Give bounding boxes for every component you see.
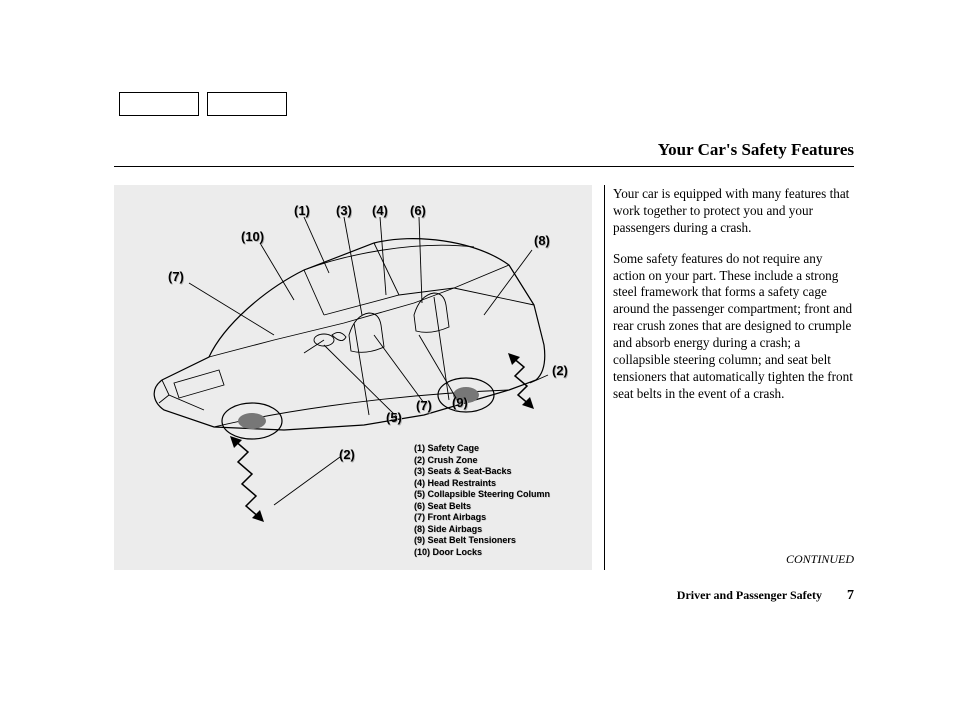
legend-item-3: (3) Seats & Seat-Backs — [414, 466, 550, 478]
callout-1: (1) — [294, 203, 310, 218]
callout-4: (4) — [372, 203, 388, 218]
footer-section-title: Driver and Passenger Safety — [677, 588, 822, 602]
page-title: Your Car's Safety Features — [114, 140, 854, 160]
callout-9: (9) — [452, 395, 468, 410]
callout-2-left: (2) — [339, 447, 355, 462]
continued-label: CONTINUED — [786, 552, 854, 567]
legend-item-1: (1) Safety Cage — [414, 443, 550, 455]
body-column: Your car is equipped with many features … — [613, 186, 855, 417]
diagram-legend: (1) Safety Cage (2) Crush Zone (3) Seats… — [414, 443, 550, 558]
callout-2-right: (2) — [552, 363, 568, 378]
callout-3: (3) — [336, 203, 352, 218]
callout-7-left: (7) — [168, 269, 184, 284]
legend-item-6: (6) Seat Belts — [414, 501, 550, 513]
intro-paragraph-1: Your car is equipped with many features … — [613, 186, 855, 237]
prev-page-button[interactable] — [119, 92, 199, 116]
intro-paragraph-2: Some safety features do not require any … — [613, 251, 855, 403]
legend-item-9: (9) Seat Belt Tensioners — [414, 535, 550, 547]
page-number: 7 — [847, 588, 854, 603]
legend-item-4: (4) Head Restraints — [414, 478, 550, 490]
title-row: Your Car's Safety Features — [114, 140, 854, 160]
next-page-button[interactable] — [207, 92, 287, 116]
manual-page: Your Car's Safety Features — [0, 0, 954, 710]
callout-7-bottom: (7) — [416, 398, 432, 413]
nav-buttons — [119, 92, 287, 116]
page-footer: Driver and Passenger Safety 7 — [677, 588, 854, 604]
callout-8: (8) — [534, 233, 550, 248]
title-rule — [114, 166, 854, 167]
legend-item-8: (8) Side Airbags — [414, 524, 550, 536]
callout-10: (10) — [241, 229, 264, 244]
legend-item-5: (5) Collapsible Steering Column — [414, 489, 550, 501]
safety-diagram: (1) (3) (4) (6) (10) (7) (8) (2) (5) (7)… — [114, 185, 592, 570]
legend-item-7: (7) Front Airbags — [414, 512, 550, 524]
legend-item-10: (10) Door Locks — [414, 547, 550, 559]
legend-item-2: (2) Crush Zone — [414, 455, 550, 467]
callout-5: (5) — [386, 410, 402, 425]
column-separator — [604, 185, 605, 570]
callout-6: (6) — [410, 203, 426, 218]
